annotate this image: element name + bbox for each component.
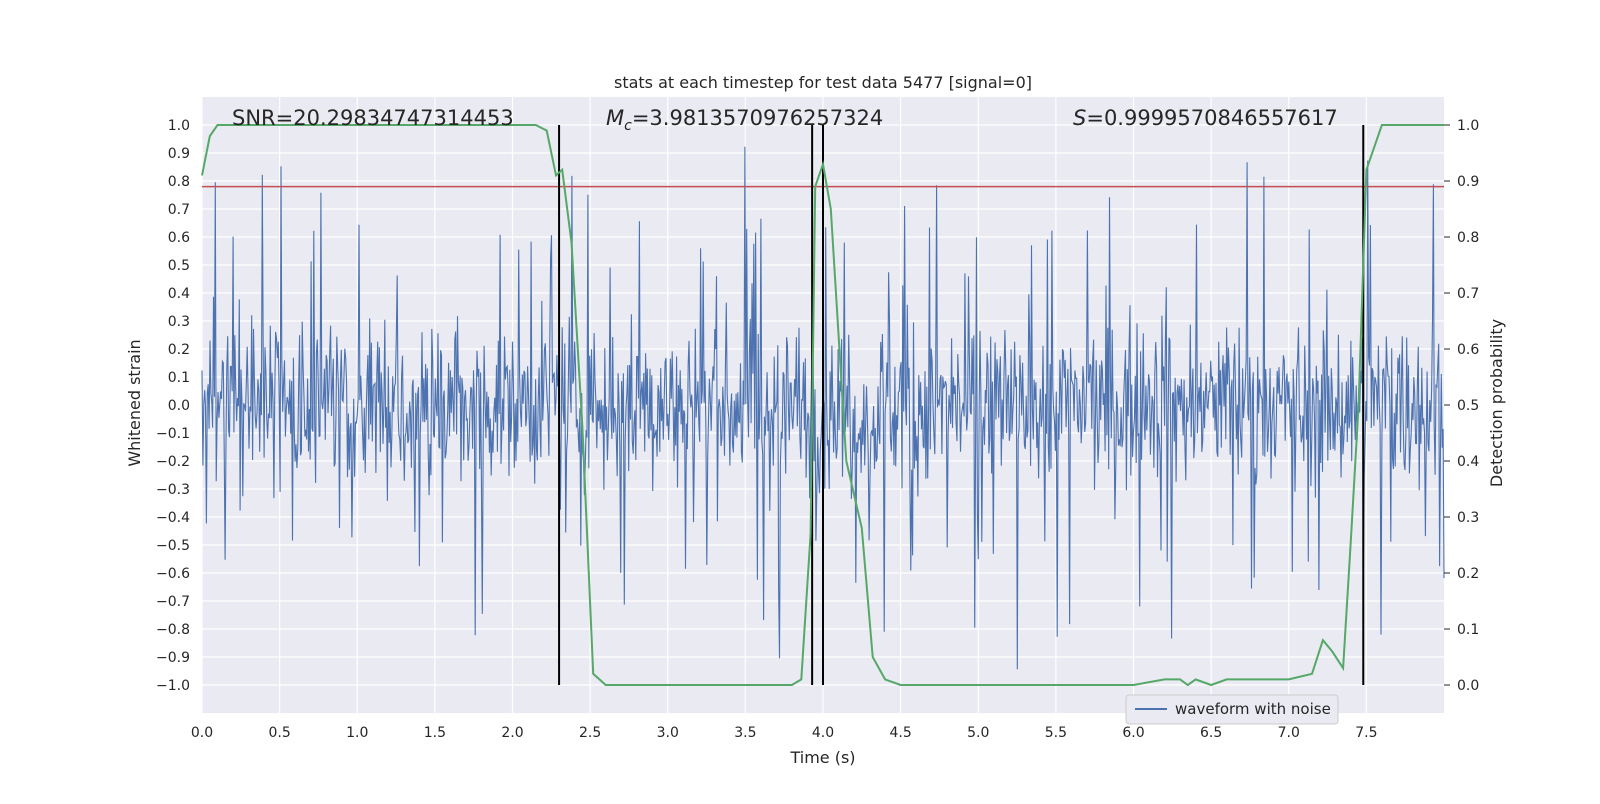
x-tick-label: 2.5 <box>579 725 601 741</box>
y-tick-label-right: 0.6 <box>1457 342 1479 358</box>
s-annotation: S=0.9999570846557617 <box>1073 106 1338 130</box>
x-tick-label: 7.0 <box>1278 725 1300 741</box>
x-tick-label: 1.5 <box>424 725 446 741</box>
y-tick-label-left: −0.3 <box>156 482 190 498</box>
y-tick-label-left: 0.4 <box>168 286 190 302</box>
legend-box <box>1125 694 1339 725</box>
legend: waveform with noise <box>1125 694 1339 725</box>
y-tick-label-left: −0.5 <box>156 538 190 554</box>
y-tick-label-left: −0.1 <box>156 426 190 442</box>
y-tick-label-right: 0.0 <box>1457 678 1479 694</box>
y-tick-label-right: 0.8 <box>1457 230 1479 246</box>
mc-value: =3.9813570976257324 <box>632 106 883 130</box>
x-tick-label: 5.0 <box>967 725 989 741</box>
y-tick-label-left: 0.7 <box>168 202 190 218</box>
y-tick-label-left: 0.8 <box>168 174 190 190</box>
y-tick-label-right: 0.7 <box>1457 286 1479 302</box>
mc-symbol: M <box>606 106 624 130</box>
x-tick-label: 0.0 <box>191 725 213 741</box>
x-tick-label: 3.5 <box>734 725 756 741</box>
x-tick-label: 2.0 <box>501 725 523 741</box>
y-tick-label-left: 0.0 <box>168 398 190 414</box>
y-axis-label-left: Whitened strain <box>125 339 144 466</box>
y-tick-label-left: 0.1 <box>168 370 190 386</box>
x-tick-label: 0.5 <box>268 725 290 741</box>
x-tick-label: 7.5 <box>1355 725 1377 741</box>
y-tick-label-left: 1.0 <box>168 118 190 134</box>
legend-label: waveform with noise <box>1175 700 1331 718</box>
probability-line <box>201 124 1444 687</box>
chirp-mass-annotation: Mc=3.9813570976257324 <box>606 106 883 134</box>
x-axis-label: Time (s) <box>789 748 855 767</box>
y-tick-label-left: 0.9 <box>168 146 190 162</box>
axis-ticks: 0.0 0.5 1.0 1.5 2.0 2.5 3.0 3.5 4.0 4.5 5.0 5.5 6.0 6… <box>156 118 1479 741</box>
y-tick-label-right: 0.9 <box>1457 174 1479 190</box>
y-tick-label-right: 1.0 <box>1457 118 1479 134</box>
y-tick-label-left: −0.8 <box>156 622 190 638</box>
y-tick-label-right: 0.4 <box>1457 454 1479 470</box>
y-tick-label-left: 0.3 <box>168 314 190 330</box>
y-tick-label-left: −0.7 <box>156 594 190 610</box>
mc-subscript: c <box>624 118 632 134</box>
y-tick-label-right: 0.1 <box>1457 622 1479 638</box>
y-tick-label-right: 0.2 <box>1457 566 1479 582</box>
s-value: =0.9999570846557617 <box>1086 106 1337 130</box>
y-tick-label-left: 0.6 <box>168 230 190 246</box>
y-tick-label-right: 0.3 <box>1457 510 1479 526</box>
x-tick-label: 6.5 <box>1200 725 1222 741</box>
y-tick-label-left: −0.6 <box>156 566 190 582</box>
y-tick-label-left: −0.2 <box>156 454 190 470</box>
y-tick-label-left: 0.2 <box>168 342 190 358</box>
x-tick-label: 4.0 <box>812 725 834 741</box>
y-tick-label-left: −1.0 <box>156 678 190 694</box>
s-symbol: S <box>1073 106 1086 130</box>
y-tick-label-left: 0.5 <box>168 258 190 274</box>
x-tick-label: 3.0 <box>657 725 679 741</box>
probability-series <box>201 124 1444 687</box>
y-tick-label-left: −0.4 <box>156 510 190 526</box>
x-tick-label: 1.0 <box>346 725 368 741</box>
x-tick-label: 4.5 <box>889 725 911 741</box>
snr-annotation: SNR=20.29834747314453 <box>232 106 514 130</box>
y-tick-label-left: −0.9 <box>156 650 190 666</box>
x-tick-label: 6.0 <box>1122 725 1144 741</box>
x-tick-label: 5.5 <box>1045 725 1067 741</box>
y-tick-label-right: 0.5 <box>1457 398 1479 414</box>
chart-title: stats at each timestep for test data 547… <box>614 73 1032 92</box>
y-axis-label-right: Detection probability <box>1487 319 1506 487</box>
